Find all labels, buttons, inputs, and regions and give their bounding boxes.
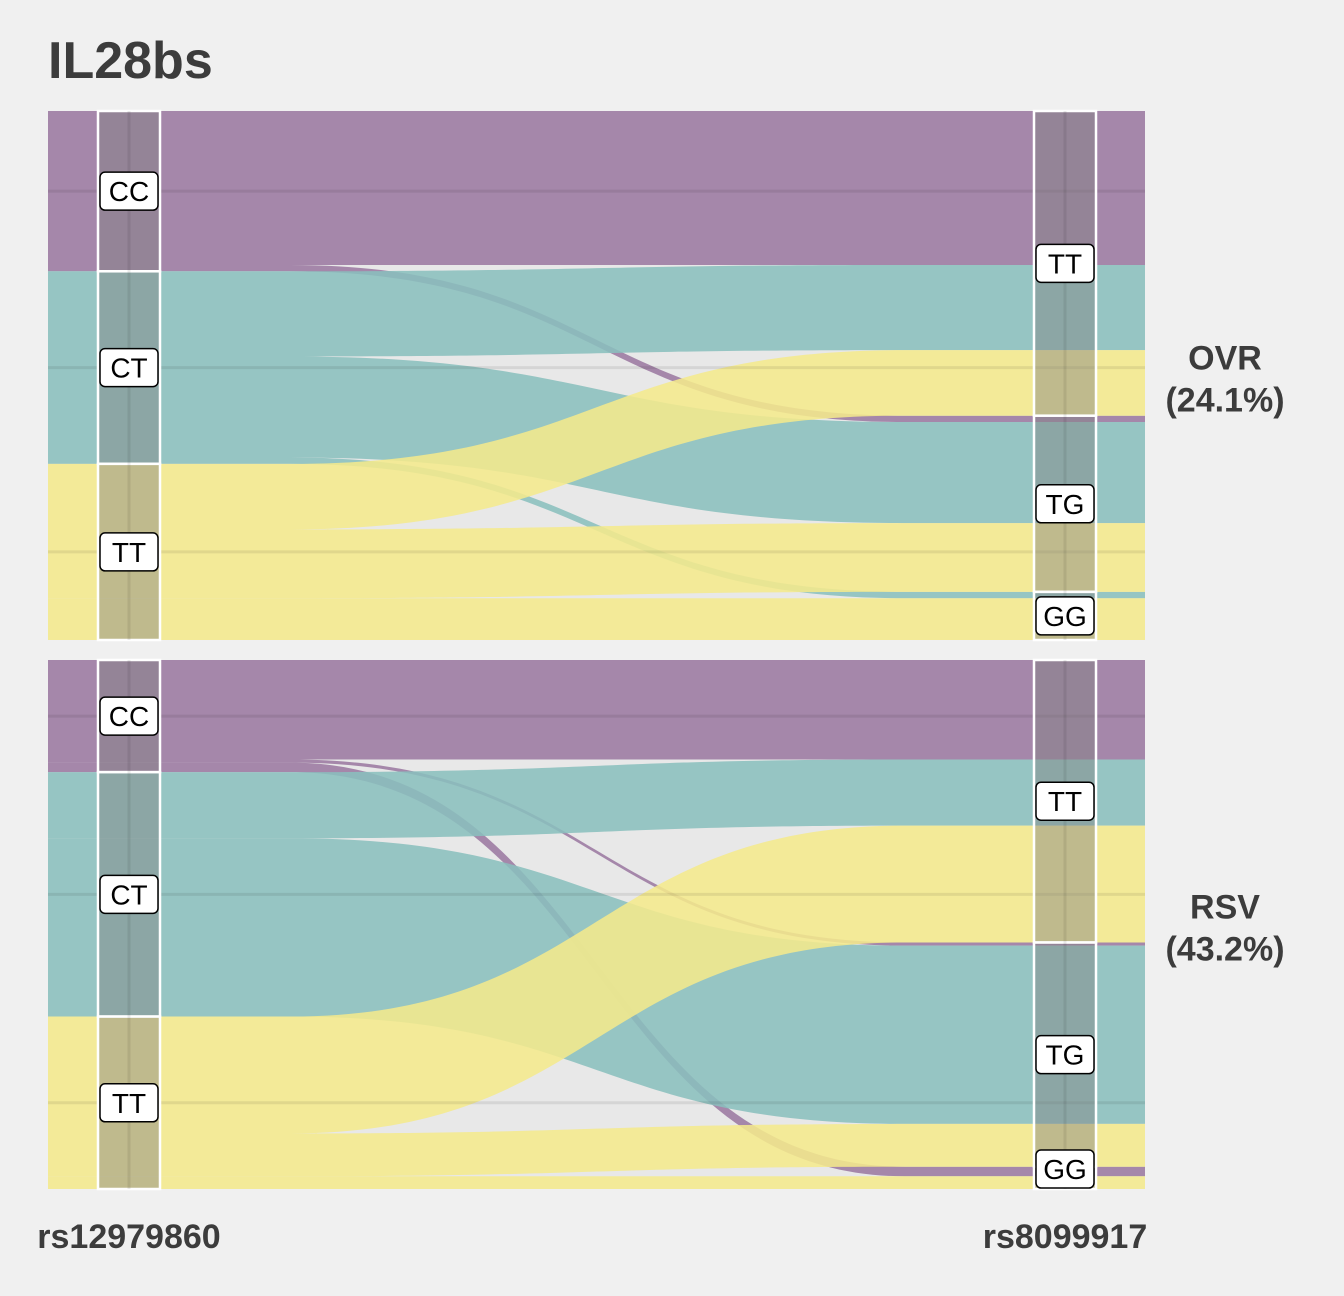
stratum-label-left-ct: CT [99,347,159,388]
label-box [1035,1034,1095,1075]
flow-tt-to-gg [48,598,1145,640]
facet-label: RSV [1190,889,1260,927]
facet-percent: (24.1%) [1165,382,1284,420]
x-axis-label-right: rs8099917 [983,1218,1148,1256]
stratum-label-right-tg: TG [1035,484,1095,524]
label-box [99,171,159,211]
chart-title: IL28bs [48,32,213,90]
stratum-label-right-tt: TT [1035,781,1095,821]
label-text: TG [1046,1040,1085,1071]
panel-rsv: CC CT TT TT TG GG [48,658,1145,1191]
flow-ct-to-tt [48,264,1145,357]
label-box [1035,243,1095,284]
label-box [1035,484,1095,524]
flow-cc-to-tt [48,111,1145,265]
label-text: TG [1046,489,1085,520]
label-box [99,1083,159,1123]
label-box [99,347,159,388]
gridlines [48,189,1145,554]
stratum-label-left-tt: TT [99,1083,159,1123]
stratum-label-right-gg: GG [1035,596,1095,636]
flow-cc-to-tg [48,759,1145,946]
label-text: CC [109,701,149,732]
flow-tt-to-tt [48,350,1145,530]
label-box [99,874,159,915]
flow-tt-to-tg [48,523,1145,599]
flow-tt-to-tg [48,1123,1145,1177]
label-text: GG [1043,601,1087,632]
label-text: TT [112,1088,146,1119]
label-text: TT [112,537,146,568]
flow-tt-to-tt [48,825,1145,1134]
label-box [1035,781,1095,821]
facet-percent: (43.2%) [1165,931,1284,969]
stratum-label-left-cc: CC [99,171,159,211]
flow-ct-to-tt [48,759,1145,839]
label-text: TT [1048,248,1082,279]
stratum-label-right-gg: GG [1035,1149,1095,1189]
label-box [99,532,159,572]
label-text: CT [110,353,147,384]
label-text: TT [1048,786,1082,817]
stratum-label-left-ct: CT [99,874,159,915]
flow-tt-to-gg [48,1176,1145,1189]
facet-label: OVR [1188,340,1262,378]
stratum-label-left-tt: TT [99,532,159,572]
stratum-label-left-cc: CC [99,696,159,736]
label-text: CC [109,176,149,207]
panel-ovr: CC CT TT TT TG GG [48,109,1145,642]
stratum-label-right-tt: TT [1035,243,1095,284]
label-box [1035,596,1095,636]
label-box [1035,1149,1095,1189]
label-text: GG [1043,1154,1087,1185]
label-box [99,696,159,736]
gridlines [48,714,1145,1105]
x-axis-label-left: rs12979860 [37,1218,220,1256]
flow-cc-to-tt [48,660,1145,760]
stratum-label-right-tg: TG [1035,1034,1095,1075]
label-text: CT [110,879,147,910]
